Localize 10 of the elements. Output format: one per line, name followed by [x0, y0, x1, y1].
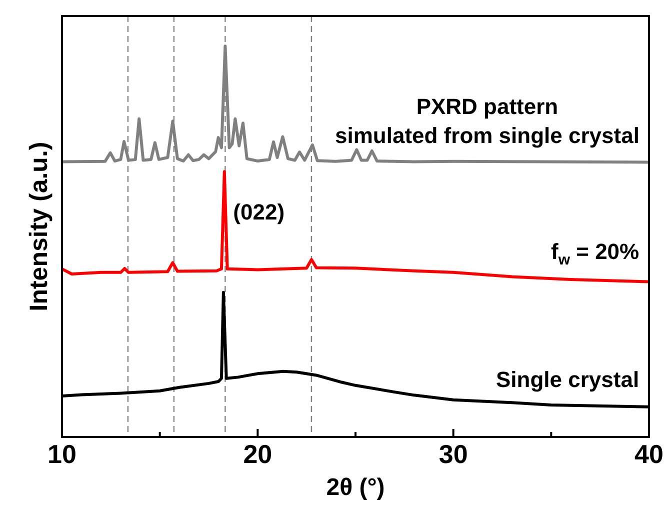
x-tick-label: 30 — [438, 438, 468, 469]
x-tick-label: 20 — [243, 438, 272, 469]
series-label: PXRD pattern simulated from single crystal — [335, 93, 640, 150]
y-axis-title: Intensity (a.u.) — [24, 142, 53, 312]
x-tick-label: 40 — [634, 438, 664, 469]
x-axis-title: 2θ (°) — [326, 474, 385, 502]
series-label: f$_{w}$ = 20% — [551, 238, 640, 270]
annotation: (022) — [233, 200, 285, 225]
x-tick-label: 10 — [48, 438, 76, 469]
series-label: Single crystal — [496, 366, 640, 394]
